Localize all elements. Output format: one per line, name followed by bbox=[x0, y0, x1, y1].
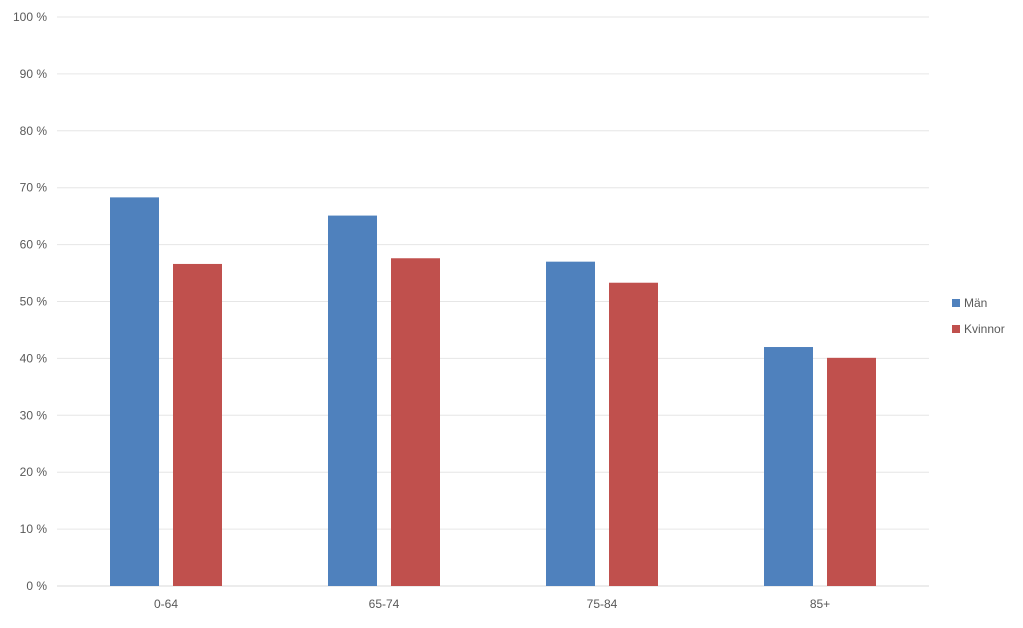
bars bbox=[110, 197, 876, 587]
bar-kvinnor-2 bbox=[609, 282, 658, 586]
x-tick-label: 85+ bbox=[810, 597, 830, 611]
x-tick-label: 65-74 bbox=[369, 597, 400, 611]
bar-man-0 bbox=[110, 197, 159, 587]
y-tick-label: 60 % bbox=[20, 238, 48, 252]
x-axis-ticks: 0-64 65-74 75-84 85+ bbox=[154, 597, 830, 611]
x-tick-label: 0-64 bbox=[154, 597, 178, 611]
y-tick-label: 90 % bbox=[20, 67, 48, 81]
bar-man-2 bbox=[546, 261, 595, 586]
y-axis-ticks: 0 % 10 % 20 % 30 % 40 % 50 % 60 % 70 % 80 % 90 % 1… bbox=[13, 10, 47, 593]
bar-kvinnor-1 bbox=[391, 258, 440, 586]
y-tick-label: 80 % bbox=[20, 124, 48, 138]
legend-label-kvinnor: Kvinnor bbox=[964, 322, 1005, 336]
legend: Män Kvinnor bbox=[952, 290, 1005, 342]
bar-man-3 bbox=[764, 347, 813, 586]
y-tick-label: 30 % bbox=[20, 408, 48, 422]
bar-kvinnor-0 bbox=[173, 263, 222, 586]
legend-item-man: Män bbox=[952, 290, 1005, 316]
y-tick-label: 100 % bbox=[13, 10, 47, 24]
x-tick-label: 75-84 bbox=[587, 597, 618, 611]
legend-item-kvinnor: Kvinnor bbox=[952, 316, 1005, 342]
legend-swatch-kvinnor bbox=[952, 325, 960, 333]
bar-man-1 bbox=[328, 215, 377, 586]
y-tick-label: 50 % bbox=[20, 295, 48, 309]
y-tick-label: 0 % bbox=[26, 579, 47, 593]
legend-swatch-man bbox=[952, 299, 960, 307]
y-tick-label: 10 % bbox=[20, 522, 48, 536]
y-tick-label: 70 % bbox=[20, 181, 48, 195]
y-tick-label: 20 % bbox=[20, 465, 48, 479]
bar-kvinnor-3 bbox=[827, 357, 876, 586]
legend-label-man: Män bbox=[964, 296, 988, 310]
y-tick-label: 40 % bbox=[20, 351, 48, 365]
